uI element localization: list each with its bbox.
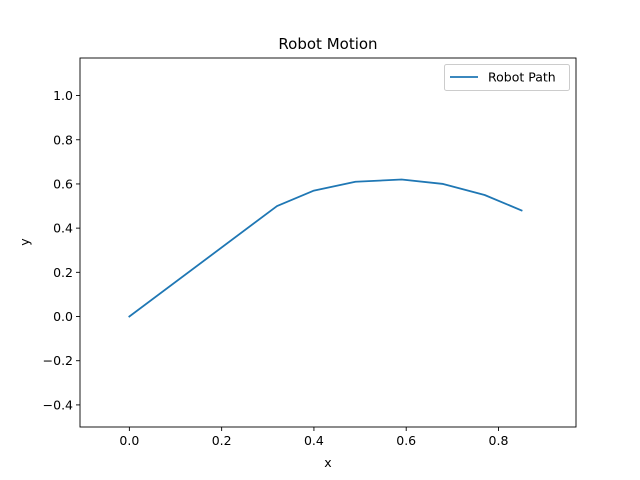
y-axis-label: y <box>17 238 32 246</box>
plot-area: 0.0 0.2 0.4 0.6 0.8 −0.4 −0.2 0.0 0.2 0.4 0.6 0.8 1.… <box>43 57 577 448</box>
y-tick-label: −0.2 <box>43 353 73 368</box>
y-tick-label: 0.8 <box>53 132 73 147</box>
x-tick-label: 0.4 <box>304 433 324 448</box>
chart-title: Robot Motion <box>278 35 377 53</box>
x-tick-label: 0.0 <box>119 433 139 448</box>
y-tick-label: −0.4 <box>43 397 73 412</box>
legend-label: Robot Path <box>488 70 556 85</box>
y-tick-label: 0.2 <box>53 265 73 280</box>
y-tick-label: 0.6 <box>53 176 73 191</box>
axes-frame <box>79 57 577 428</box>
y-tick-label: 1.0 <box>53 88 73 103</box>
series-line-robot-path <box>128 178 523 318</box>
x-tick-label: 0.2 <box>212 433 232 448</box>
x-tick-label: 0.6 <box>396 433 416 448</box>
legend-box <box>444 64 570 91</box>
x-tick-label: 0.8 <box>489 433 509 448</box>
legend: Robot Path <box>444 64 570 91</box>
x-axis-label: x <box>324 455 331 470</box>
y-tick-label: 0.4 <box>53 221 73 236</box>
y-tick-label: 0.0 <box>53 309 73 324</box>
